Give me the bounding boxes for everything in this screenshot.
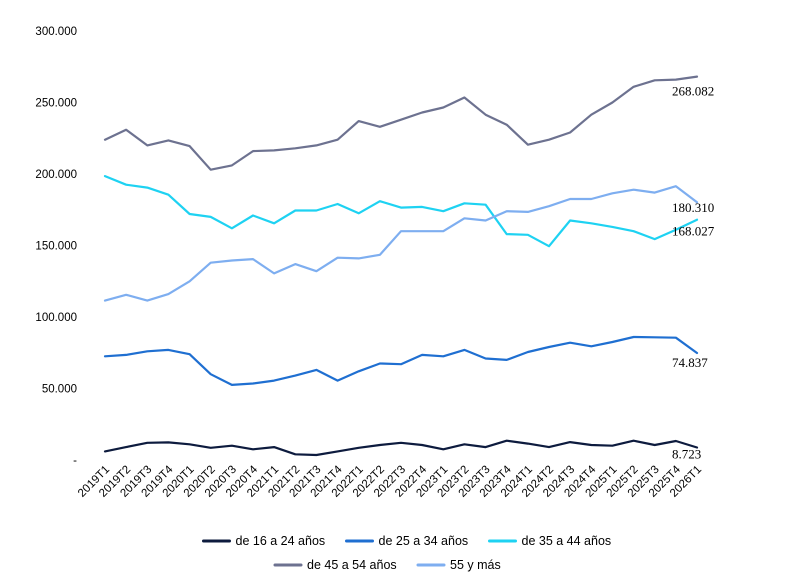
y-tick-label: 100.000 <box>35 312 77 324</box>
legend-item: de 45 a 54 años <box>273 558 397 572</box>
y-tick-label: 150.000 <box>35 241 77 253</box>
x-axis: 2019T12019T22019T32019T42020T12020T22020… <box>76 463 704 499</box>
legend-label: de 35 a 44 años <box>522 534 612 548</box>
legend-item: 55 y más <box>416 558 501 572</box>
series-lines <box>103 75 699 457</box>
series-line <box>103 75 699 171</box>
legend-item: de 35 a 44 años <box>488 534 612 548</box>
y-tick-label: 200.000 <box>35 169 77 181</box>
end-value-label: 74.837 <box>672 355 708 370</box>
y-tick-label: 250.000 <box>35 98 77 110</box>
series-line <box>103 439 699 457</box>
end-value-label: 268.082 <box>672 84 714 99</box>
end-value-label: 8.723 <box>672 447 701 462</box>
end-value-label: 168.027 <box>672 224 715 239</box>
legend-label: de 45 a 54 años <box>307 558 397 572</box>
series-line <box>103 185 699 302</box>
legend: de 16 a 24 años de 25 a 34 años de 35 a 44… <box>202 534 612 572</box>
y-tick-label: - <box>73 455 77 467</box>
legend-item: de 16 a 24 años <box>202 534 326 548</box>
legend-label: de 16 a 24 años <box>236 534 326 548</box>
legend-label: 55 y más <box>450 558 501 572</box>
series-line <box>103 335 699 386</box>
legend-item: de 25 a 34 años <box>345 534 469 548</box>
legend-label: de 25 a 34 años <box>379 534 469 548</box>
y-tick-label: 50.000 <box>42 384 77 396</box>
series-line <box>103 175 699 248</box>
end-value-label: 180.310 <box>672 200 714 215</box>
y-axis: - 50.000 100.000 150.000 200.000 250.000 300.0… <box>35 26 77 467</box>
y-tick-label: 300.000 <box>35 26 77 38</box>
end-labels: 8.723 74.837 168.027 268.082 180.310 <box>672 84 715 462</box>
